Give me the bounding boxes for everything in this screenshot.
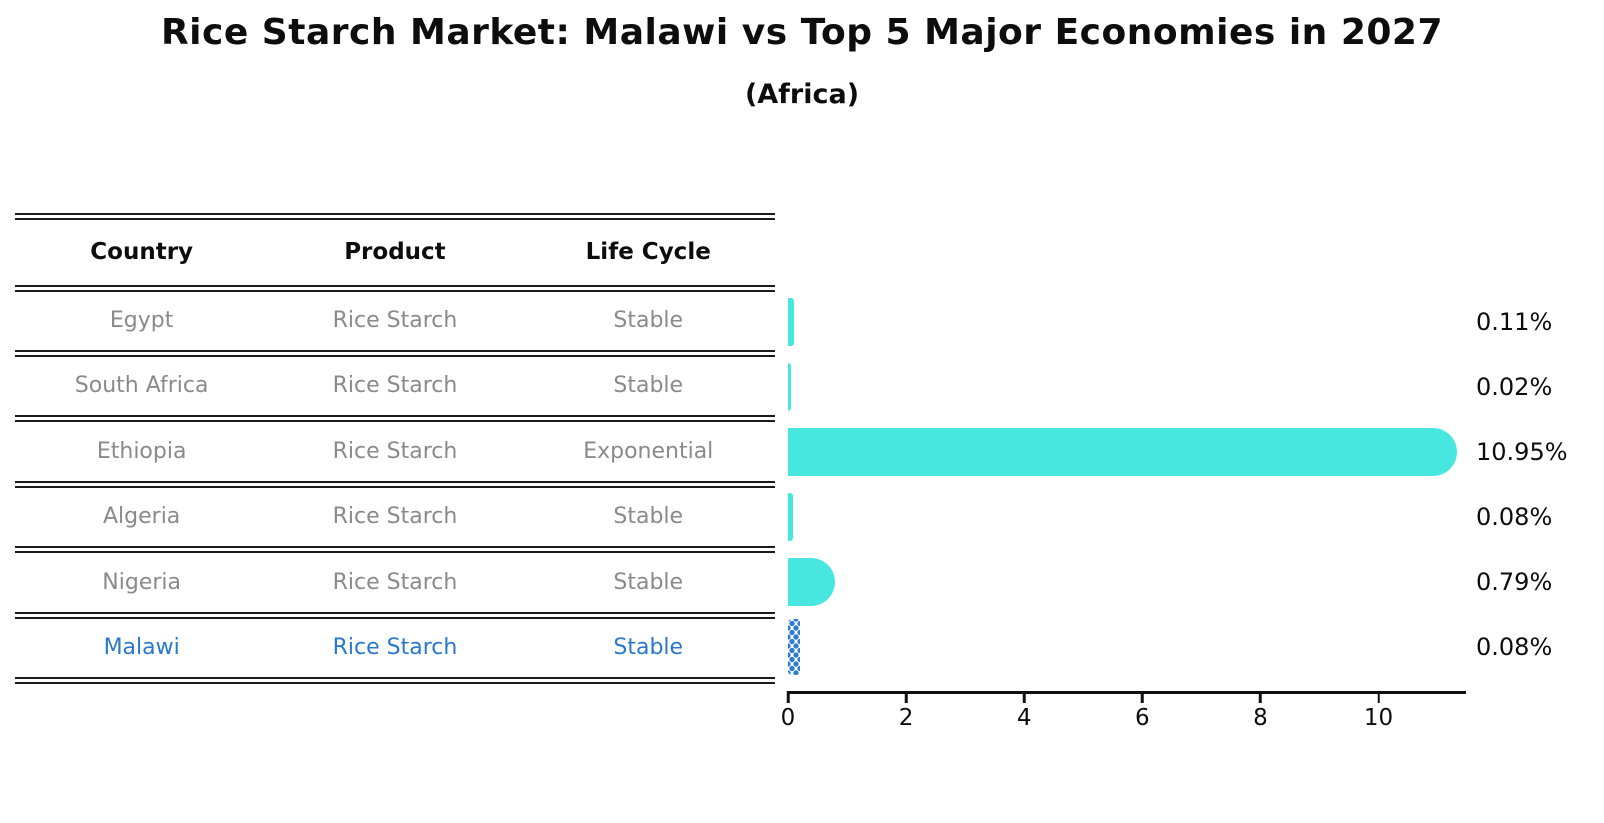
cell-product: Rice Starch <box>332 569 458 595</box>
value-label: 0.02% <box>1476 373 1553 401</box>
cell-country: Algeria <box>102 504 181 529</box>
cell-product: Rice Starch <box>332 373 458 398</box>
x-axis-tick <box>904 691 908 703</box>
x-axis-tick <box>1141 691 1144 703</box>
bar-malawi <box>788 619 800 675</box>
cell-life-cycle: Stable <box>613 308 684 333</box>
cell-product: Rice Starch <box>332 308 458 333</box>
table-rule <box>15 480 775 488</box>
cell-country: Egypt <box>109 308 174 333</box>
x-axis-tick-label: 10 <box>1363 705 1394 731</box>
value-label: 0.08% <box>1476 503 1553 531</box>
cell-life-cycle: Stable <box>613 569 684 595</box>
value-label: 0.11% <box>1476 308 1553 336</box>
table-rule <box>15 415 775 422</box>
page-subtitle: (Africa) <box>744 79 860 110</box>
page-title: Rice Starch Market: Malawi vs Top 5 Majo… <box>160 12 1444 53</box>
cell-country: Nigeria <box>102 569 181 595</box>
value-label: 0.79% <box>1476 568 1553 596</box>
x-axis-tick <box>786 691 790 703</box>
cell-country: Ethiopia <box>96 438 187 464</box>
x-axis-tick-label: 0 <box>780 705 796 731</box>
table-row-south-africa: South Africa Rice Starch Stable <box>15 353 775 418</box>
table-row-ethiopia: Ethiopia Rice Starch Exponential <box>15 419 775 484</box>
cell-life-cycle: Stable <box>613 635 684 660</box>
x-axis-line <box>788 691 1466 694</box>
table-row-malawi: Malawi Rice Starch Stable <box>15 615 775 680</box>
column-header-country: Country <box>90 239 194 265</box>
cell-product: Rice Starch <box>332 635 458 660</box>
x-axis-tick-label: 6 <box>1134 705 1150 731</box>
cell-life-cycle: Exponential <box>583 438 714 464</box>
cell-country: South Africa <box>74 373 209 398</box>
table-rule <box>15 349 775 357</box>
x-axis-tick <box>1377 691 1380 703</box>
bar-algeria <box>788 493 793 541</box>
table-rule <box>15 546 775 553</box>
bar-south-africa <box>788 363 791 411</box>
table-header-row: Country Product Life Cycle <box>15 216 775 288</box>
table-row-nigeria: Nigeria Rice Starch Stable <box>15 550 775 615</box>
cell-product: Rice Starch <box>332 438 458 464</box>
table-rule <box>15 212 775 220</box>
table-row-egypt: Egypt Rice Starch Stable <box>15 288 775 353</box>
table-rule <box>15 611 775 619</box>
cell-life-cycle: Stable <box>613 373 684 398</box>
table-rule <box>15 284 775 292</box>
x-axis-tick <box>1022 691 1026 703</box>
cell-product: Rice Starch <box>332 504 458 529</box>
x-axis-tick <box>1259 691 1262 703</box>
bar-ethiopia <box>788 428 1457 476</box>
cell-life-cycle: Stable <box>613 504 684 529</box>
table-row-algeria: Algeria Rice Starch Stable <box>15 484 775 549</box>
value-label: 10.95% <box>1476 438 1568 466</box>
bar-nigeria <box>788 558 835 606</box>
cell-country: Malawi <box>103 635 180 660</box>
value-label: 0.08% <box>1476 633 1553 661</box>
column-header-product: Product <box>344 239 446 265</box>
x-axis-tick-label: 8 <box>1253 705 1268 731</box>
column-header-life-cycle: Life Cycle <box>585 239 711 265</box>
bar-egypt <box>788 298 795 346</box>
x-axis-tick-label: 4 <box>1016 705 1032 731</box>
table-rule <box>15 676 775 684</box>
x-axis-tick-label: 2 <box>898 705 914 731</box>
